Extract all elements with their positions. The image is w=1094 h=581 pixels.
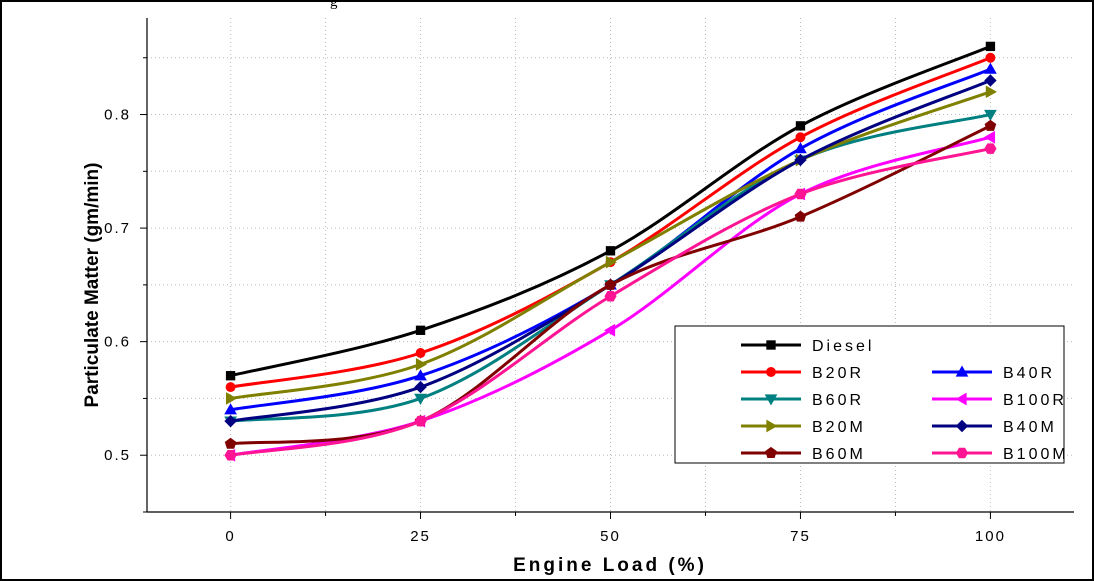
data-point-b20r <box>415 348 426 358</box>
data-point-b60r <box>984 109 997 122</box>
legend-item-b60r: B60R <box>741 392 864 409</box>
data-point-b40m <box>414 380 427 394</box>
legend-marker-b20m <box>766 419 778 433</box>
series-b100m <box>224 143 997 461</box>
data-point-b40m <box>224 414 237 428</box>
data-point-b40r <box>224 403 237 415</box>
data-point-b60m <box>604 278 617 290</box>
legend-marker-b40r <box>955 365 969 377</box>
data-point-b40m <box>984 74 997 87</box>
x-tick-label: 75 <box>790 528 811 545</box>
x-axis-label: Engine Load (%) <box>513 555 707 576</box>
legend-label-b60r: B60R <box>812 392 864 409</box>
data-point-b20r <box>795 132 806 143</box>
legend-item-b40r: B40R <box>932 365 1055 382</box>
data-point-b100r <box>603 323 616 337</box>
legend-marker-diesel <box>766 340 776 350</box>
data-point-b60r <box>414 393 427 405</box>
legend-item-b40m: B40M <box>932 419 1057 436</box>
legend-marker-b40m <box>955 419 969 433</box>
data-point-b60m <box>224 437 237 449</box>
data-point-b20r <box>985 52 996 63</box>
data-point-diesel <box>605 246 616 256</box>
axes: 0 25 50 75 100 0.5 0.6 0.7 0.8 <box>104 18 1074 545</box>
data-point-diesel <box>415 325 426 335</box>
data-point-diesel <box>985 41 996 52</box>
data-point-b100m <box>414 415 427 427</box>
x-tick-label: 0 <box>225 528 235 545</box>
data-point-b40r <box>794 142 807 154</box>
data-point-b100m <box>604 290 617 302</box>
legend-label-b20r: B20R <box>812 365 864 382</box>
legend-label-b60m: B60M <box>812 446 866 463</box>
legend: Diesel B20R B40R B60R B100R B20M B40M B60M B100M <box>674 325 1069 464</box>
data-point-b20m <box>605 255 618 269</box>
legend-marker-b20r <box>766 367 776 377</box>
legend-item-b100r: B100R <box>932 392 1067 409</box>
legend-label-b20m: B20M <box>812 419 866 436</box>
data-point-b20m <box>985 85 997 99</box>
data-point-b60m <box>794 210 807 222</box>
legend-item-b100m: B100M <box>932 446 1069 463</box>
legend-label-b40r: B40R <box>1003 365 1055 382</box>
y-tick-label: 0.6 <box>104 334 131 351</box>
data-point-b100r <box>983 130 996 144</box>
data-point-b20m <box>225 392 238 405</box>
legend-box <box>674 325 1065 464</box>
data-point-b40m <box>794 153 807 167</box>
legend-marker-b60r <box>764 394 778 406</box>
figure-caption-fragment: g <box>330 0 338 10</box>
data-point-b60m <box>984 119 997 131</box>
legend-item-diesel: Diesel <box>741 338 874 355</box>
data-point-b100m <box>794 188 807 200</box>
y-axis-label: Particulate Matter (gm/min) <box>82 163 103 408</box>
y-tick-label: 0.8 <box>104 107 131 124</box>
legend-item-b20r: B20R <box>741 365 864 382</box>
data-point-b20m <box>415 358 428 371</box>
legend-item-b60m: B60M <box>741 446 866 463</box>
legend-item-b20m: B20M <box>741 419 866 436</box>
data-point-b40r <box>414 369 427 381</box>
data-point-diesel <box>225 371 236 381</box>
series-group <box>224 41 997 462</box>
legend-label-b100r: B100R <box>1003 392 1067 409</box>
x-tick-label: 50 <box>600 528 621 545</box>
data-point-b40r <box>984 62 997 74</box>
x-tick-label: 100 <box>975 528 1006 545</box>
y-tick-label: 0.7 <box>104 220 131 237</box>
legend-label-b100m: B100M <box>1003 446 1069 463</box>
legend-label-diesel: Diesel <box>812 338 874 355</box>
data-point-b100m <box>224 449 237 461</box>
data-point-b20r <box>225 382 236 393</box>
legend-marker-b100r <box>955 392 967 406</box>
y-tick-label: 0.5 <box>104 447 131 464</box>
legend-marker-b100m <box>955 447 969 459</box>
data-point-diesel <box>795 121 806 131</box>
legend-marker-b60m <box>765 446 777 458</box>
legend-label-b40m: B40M <box>1003 419 1057 436</box>
x-tick-label: 25 <box>410 528 431 545</box>
series-diesel <box>225 41 996 381</box>
data-point-b100m <box>984 143 997 154</box>
